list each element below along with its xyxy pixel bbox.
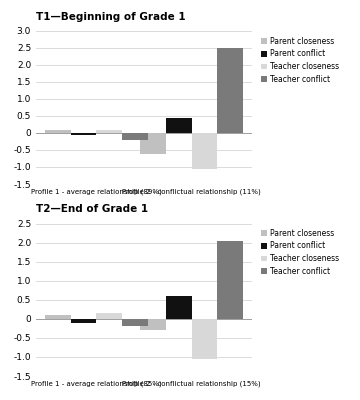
Legend: Parent closeness, Parent conflict, Teacher closeness, Teacher conflict: Parent closeness, Parent conflict, Teach… <box>260 36 340 85</box>
Bar <box>217 241 243 319</box>
Bar <box>96 130 122 133</box>
Bar <box>96 313 122 319</box>
Bar <box>166 296 192 319</box>
Bar <box>217 48 243 133</box>
Bar <box>192 319 217 359</box>
Bar <box>122 133 148 140</box>
Bar <box>192 133 217 169</box>
Legend: Parent closeness, Parent conflict, Teacher closeness, Teacher conflict: Parent closeness, Parent conflict, Teach… <box>260 228 340 277</box>
Bar <box>140 319 166 330</box>
Text: T2—End of Grade 1: T2—End of Grade 1 <box>36 204 148 214</box>
Bar <box>45 315 71 319</box>
Bar <box>140 133 166 154</box>
Bar <box>71 133 96 135</box>
Bar <box>122 319 148 326</box>
Text: T1—Beginning of Grade 1: T1—Beginning of Grade 1 <box>36 12 186 22</box>
Bar <box>45 130 71 133</box>
Bar <box>166 118 192 133</box>
Bar <box>71 319 96 323</box>
